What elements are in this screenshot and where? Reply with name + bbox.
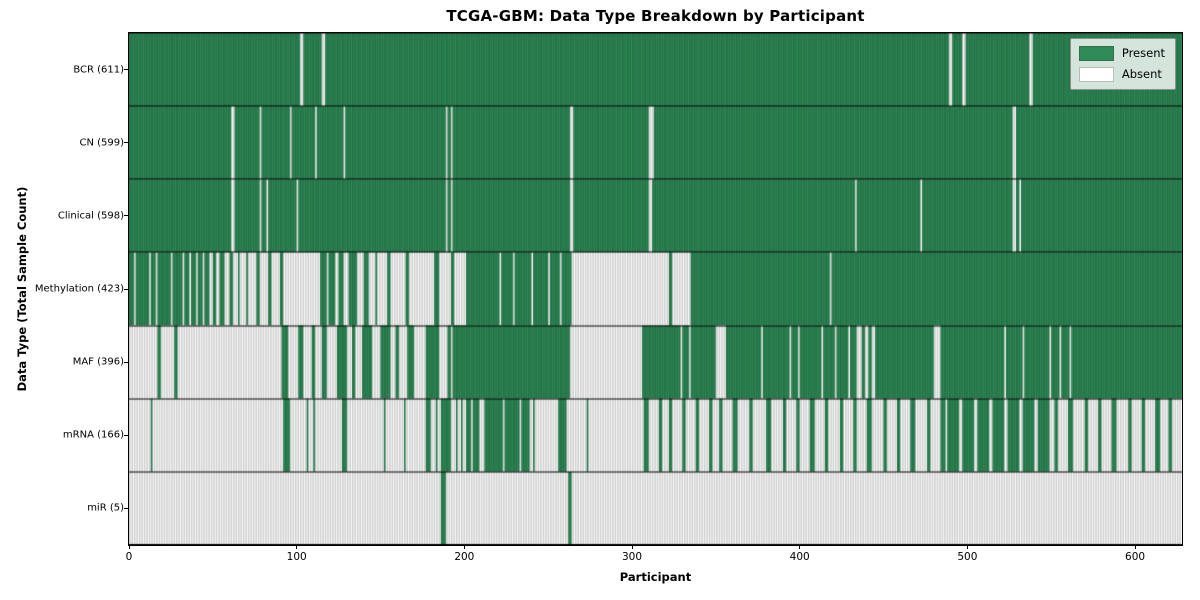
legend: Present Absent bbox=[1069, 38, 1176, 90]
y-tick-mark bbox=[124, 361, 128, 363]
x-tick-mark bbox=[296, 545, 298, 549]
x-tick-label-500: 500 bbox=[957, 551, 978, 563]
heatmap-canvas bbox=[129, 33, 1182, 545]
x-tick-mark bbox=[966, 545, 968, 549]
y-tick-mark bbox=[124, 215, 128, 217]
x-axis-label: Participant bbox=[619, 570, 692, 584]
x-tick-mark bbox=[799, 545, 801, 549]
y-tick-label-Clinical: Clinical (598) bbox=[57, 210, 124, 222]
y-tick-mark bbox=[124, 69, 128, 71]
legend-label-absent: Absent bbox=[1121, 67, 1162, 81]
y-tick-mark bbox=[124, 434, 128, 436]
x-tick-mark bbox=[128, 545, 130, 549]
y-tick-label-CN: CN (599) bbox=[79, 137, 124, 149]
x-tick-label-200: 200 bbox=[454, 551, 475, 563]
legend-label-present: Present bbox=[1121, 46, 1165, 60]
y-tick-mark bbox=[124, 142, 128, 144]
x-tick-label-600: 600 bbox=[1125, 551, 1146, 563]
x-tick-label-300: 300 bbox=[621, 551, 643, 563]
legend-item-present: Present bbox=[1078, 46, 1165, 61]
y-tick-label-mRNA: mRNA (166) bbox=[62, 429, 124, 441]
y-tick-mark bbox=[124, 507, 128, 509]
plot-area: Present Absent bbox=[128, 32, 1183, 546]
y-tick-label-BCR: BCR (611) bbox=[73, 64, 124, 76]
chart-title: TCGA-GBM: Data Type Breakdown by Partici… bbox=[446, 7, 865, 25]
x-tick-mark bbox=[631, 545, 633, 549]
x-tick-label-100: 100 bbox=[286, 551, 307, 563]
x-tick-label-400: 400 bbox=[789, 551, 810, 563]
present-swatch bbox=[1078, 46, 1114, 61]
legend-item-absent: Absent bbox=[1078, 67, 1165, 82]
y-tick-mark bbox=[124, 288, 128, 290]
y-tick-label-Methylation: Methylation (423) bbox=[34, 283, 124, 295]
absent-swatch bbox=[1078, 67, 1114, 82]
y-tick-label-MAF: MAF (396) bbox=[72, 356, 124, 368]
x-tick-mark bbox=[463, 545, 465, 549]
x-tick-label-0: 0 bbox=[125, 551, 133, 563]
y-tick-label-miR: miR (5) bbox=[87, 502, 124, 514]
x-tick-mark bbox=[1134, 545, 1136, 549]
